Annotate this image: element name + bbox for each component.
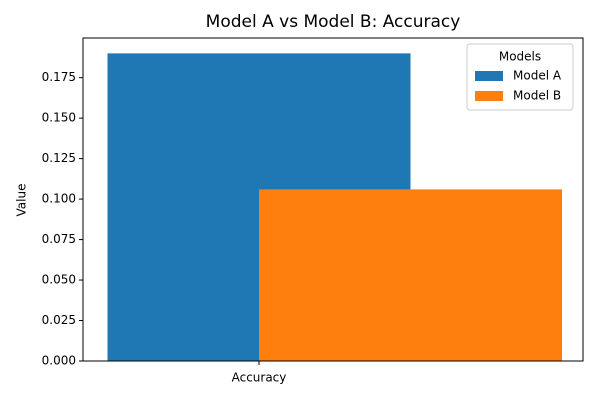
y-axis-label: Value [15,184,29,217]
plot-frame [82,37,584,362]
x-tick-label: Accuracy [232,371,287,385]
y-tick-label: 0.150 [42,111,76,125]
legend-label: Model A [513,69,562,83]
y-tick-label: 0.000 [42,354,76,368]
y-tick-label: 0.125 [42,151,76,165]
chart-title: Model A vs Model B: Accuracy [206,12,461,32]
legend-swatch [475,71,503,81]
y-tick-label: 0.175 [42,70,76,84]
y-tick-label: 0.025 [42,313,76,327]
legend-title: Models [499,50,541,64]
y-tick-label: 0.075 [42,232,76,246]
bar [259,189,562,361]
y-tick-label: 0.100 [42,192,76,206]
legend-swatch [475,91,503,101]
legend-label: Model B [513,89,561,103]
y-tick-label: 0.050 [42,273,76,287]
